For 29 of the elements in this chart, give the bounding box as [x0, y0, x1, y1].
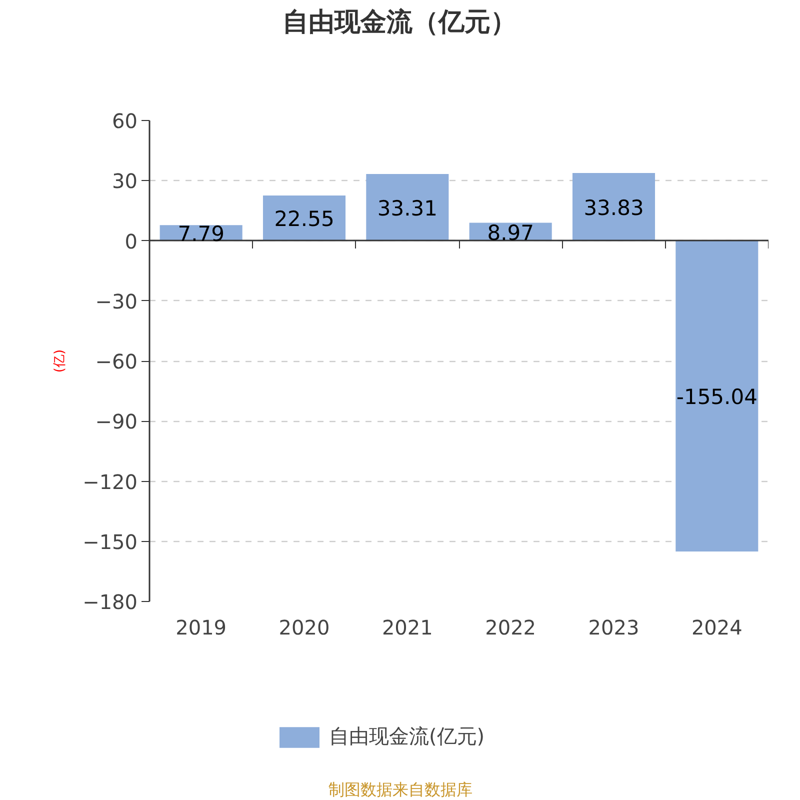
y-tick-label: 30	[112, 169, 138, 194]
data-label: 22.55	[274, 207, 334, 232]
text: 制图数据来自数据库	[328, 780, 472, 799]
y-axis-title: (亿)	[52, 349, 68, 373]
bar	[366, 174, 449, 241]
x-tick-label: 2020	[278, 616, 330, 640]
x-tick-label: 2021	[382, 616, 433, 640]
x-tick-label: 2022	[485, 616, 536, 640]
data-label: 33.83	[584, 196, 644, 220]
y-tick-label: −90	[95, 410, 138, 434]
x-tick-label: 2019	[176, 616, 227, 640]
y-tick-label: −60	[95, 350, 138, 374]
bar	[676, 240, 758, 552]
data-label: 7.79	[178, 222, 224, 246]
data-label: 33.31	[377, 196, 438, 220]
bar	[572, 172, 656, 241]
chart-title: 自由现金流（亿元）	[282, 8, 516, 38]
x-tick-label: 2024	[691, 616, 742, 640]
y-tick-label: −120	[82, 470, 138, 494]
legend-label: 自由现金流(亿元)	[329, 723, 485, 750]
y-tick-label: −150	[82, 530, 138, 554]
y-tick-label: −180	[82, 590, 138, 614]
y-tick-label: 0	[124, 229, 138, 254]
y-tick-label: −30	[95, 289, 138, 314]
data-label: -155.04	[676, 385, 758, 410]
y-tick-label: 60	[112, 109, 138, 133]
bar	[262, 196, 346, 241]
x-tick-label: 2023	[588, 616, 640, 640]
data-label: 8.97	[487, 220, 534, 245]
